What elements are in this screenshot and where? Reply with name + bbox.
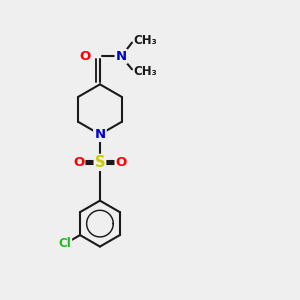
Text: N: N: [94, 128, 106, 141]
Text: CH₃: CH₃: [134, 65, 157, 78]
Text: N: N: [116, 50, 127, 63]
Text: O: O: [116, 156, 127, 169]
Text: Cl: Cl: [58, 237, 71, 250]
Text: CH₃: CH₃: [134, 34, 157, 47]
Text: S: S: [95, 155, 105, 170]
Text: O: O: [80, 50, 91, 63]
Text: O: O: [73, 156, 84, 169]
Text: N: N: [94, 128, 106, 141]
